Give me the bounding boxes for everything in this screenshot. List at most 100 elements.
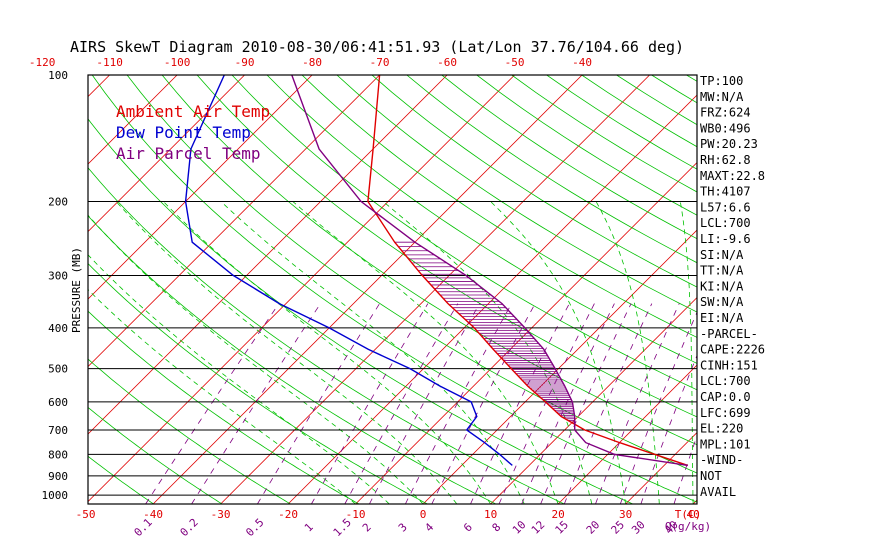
- mixing-ratio-line: [405, 303, 512, 504]
- dry-adiabat: [791, 75, 870, 504]
- moist-adiabat: [292, 201, 559, 504]
- dry-adiabat: [757, 75, 870, 504]
- side-panel-line: -PARCEL-: [700, 327, 758, 341]
- moist-adiabat: [88, 288, 356, 504]
- mixing-ratio-tick-label: 3: [396, 521, 410, 535]
- side-panel-line: FRZ:624: [700, 106, 751, 120]
- mixing-ratio-line: [369, 303, 480, 504]
- isobars: [88, 200, 697, 496]
- side-panel-line: SW:N/A: [700, 295, 744, 309]
- isotherm: [88, 75, 380, 368]
- pressure-tick-label: 300: [48, 269, 68, 282]
- bottom-temp-tick-label: -20: [278, 508, 298, 521]
- side-panel-line: WB0:496: [700, 121, 751, 135]
- isotherm: [88, 75, 313, 300]
- isotherm: [355, 162, 697, 504]
- top-temp-tick-label: -60: [437, 56, 457, 69]
- side-panel-line: MPL:101: [700, 437, 751, 451]
- moist-adiabat: [490, 201, 626, 504]
- mixing-ratio-tick-label: 2: [360, 521, 374, 535]
- bottom-temp-tick-label: -50: [76, 508, 96, 521]
- top-temp-tick-label: -100: [164, 56, 191, 69]
- side-panel-line: MAXT:22.8: [700, 169, 765, 183]
- mixing-ratio-tick-label: 0.2: [178, 516, 201, 539]
- pressure-tick-label: 1000: [42, 489, 69, 502]
- dry-adiabat: [371, 75, 697, 288]
- mixing-ratio-tick-label: 15: [553, 518, 572, 537]
- side-panel-line: PW:20.23: [700, 137, 758, 151]
- isotherm: [88, 75, 245, 233]
- dry-adiabat: [88, 118, 633, 504]
- top-temp-tick-label: -80: [302, 56, 322, 69]
- dry-adiabat: [126, 75, 697, 474]
- legend-item-1: Dew Point Temp: [116, 123, 251, 142]
- side-panel-line: EL:220: [700, 422, 743, 436]
- top-temp-tick-label: -40: [572, 56, 592, 69]
- isotherm: [0, 75, 42, 504]
- bottom-temp-tick-label: -10: [346, 508, 366, 521]
- moist-adiabat: [115, 201, 458, 504]
- side-panel-line: TT:N/A: [700, 264, 744, 278]
- side-panel-line: RH:62.8: [700, 153, 751, 167]
- mixing-ratio-line: [595, 303, 680, 504]
- pressure-tick-label: 900: [48, 470, 68, 483]
- mixing-ratio-tick-label: 0.5: [243, 516, 266, 539]
- moist-adiabat: [88, 214, 424, 504]
- bottom-temp-tick-label: 20: [551, 508, 564, 521]
- pressure-tick-label: 700: [48, 424, 68, 437]
- mixing-ratio-line: [619, 311, 697, 504]
- side-panel-line: -WIND-: [700, 453, 743, 467]
- isotherm: [490, 297, 697, 504]
- bottom-temp-tick-label: -40: [143, 508, 163, 521]
- mixing-ratio-tick-label: 8: [490, 521, 504, 535]
- dry-adiabat: [88, 406, 223, 504]
- moist-adiabat: [679, 201, 694, 504]
- dry-adiabat: [88, 310, 360, 504]
- dry-adiabat: [88, 358, 291, 504]
- top-temp-tick-label: -120: [29, 56, 56, 69]
- side-panel-line: EI:N/A: [700, 311, 744, 325]
- side-panel-line: CAPE:2226: [700, 343, 765, 357]
- bottom-temp-tick-label: 10: [484, 508, 497, 521]
- pressure-tick-label: 100: [48, 69, 68, 82]
- bottom-temp-tick-label: 30: [619, 508, 632, 521]
- mixing-ratio-tick-label: 25: [609, 518, 628, 537]
- side-panel-line: KI:N/A: [700, 279, 744, 293]
- bottom-temp-tick-label: 40: [686, 508, 699, 521]
- dry-adiabat: [301, 75, 697, 338]
- dewpoint-temp-line: [184, 75, 513, 466]
- side-panel-line: CAP:0.0: [700, 390, 751, 404]
- moist-adiabat: [163, 201, 491, 504]
- pressure-tick-label: 800: [48, 448, 68, 461]
- isotherm: [557, 364, 697, 504]
- side-panel-line: LFC:699: [700, 406, 751, 420]
- dry-adiabat: [88, 455, 154, 504]
- top-temp-tick-label: -110: [96, 56, 123, 69]
- dry-adiabat: [88, 167, 565, 504]
- dry-adiabat: [406, 75, 697, 264]
- isotherm: [287, 94, 697, 504]
- mixing-ratio-line: [311, 303, 429, 504]
- dry-adiabat: [511, 75, 697, 193]
- moist-adiabat: [88, 254, 390, 504]
- dry-adiabat: [231, 75, 697, 391]
- dry-adiabat: [91, 75, 697, 503]
- pressure-tick-label: 200: [48, 195, 68, 208]
- dry-adiabat: [88, 263, 428, 504]
- isotherm: [152, 75, 583, 504]
- side-panel-line: AVAIL: [700, 485, 736, 499]
- dry-adiabat: [826, 75, 870, 504]
- pressure-tick-label: 400: [48, 322, 68, 335]
- chart-title: AIRS SkewT Diagram 2010-08-30/06:41:51.9…: [70, 38, 684, 56]
- ambient-temp-line: [367, 75, 689, 467]
- bottom-temp-tick-label: 0: [420, 508, 427, 521]
- legend-item-2: Air Parcel Temp: [116, 144, 261, 163]
- side-panel-line: MW:N/A: [700, 90, 744, 104]
- mixing-ratio-tick-label: 20: [584, 518, 603, 537]
- isotherm: [88, 75, 515, 503]
- y-axis-label: PRESSURE (MB): [70, 247, 83, 333]
- x-axis-label: T(C): [675, 508, 702, 521]
- isotherm: [828, 75, 870, 504]
